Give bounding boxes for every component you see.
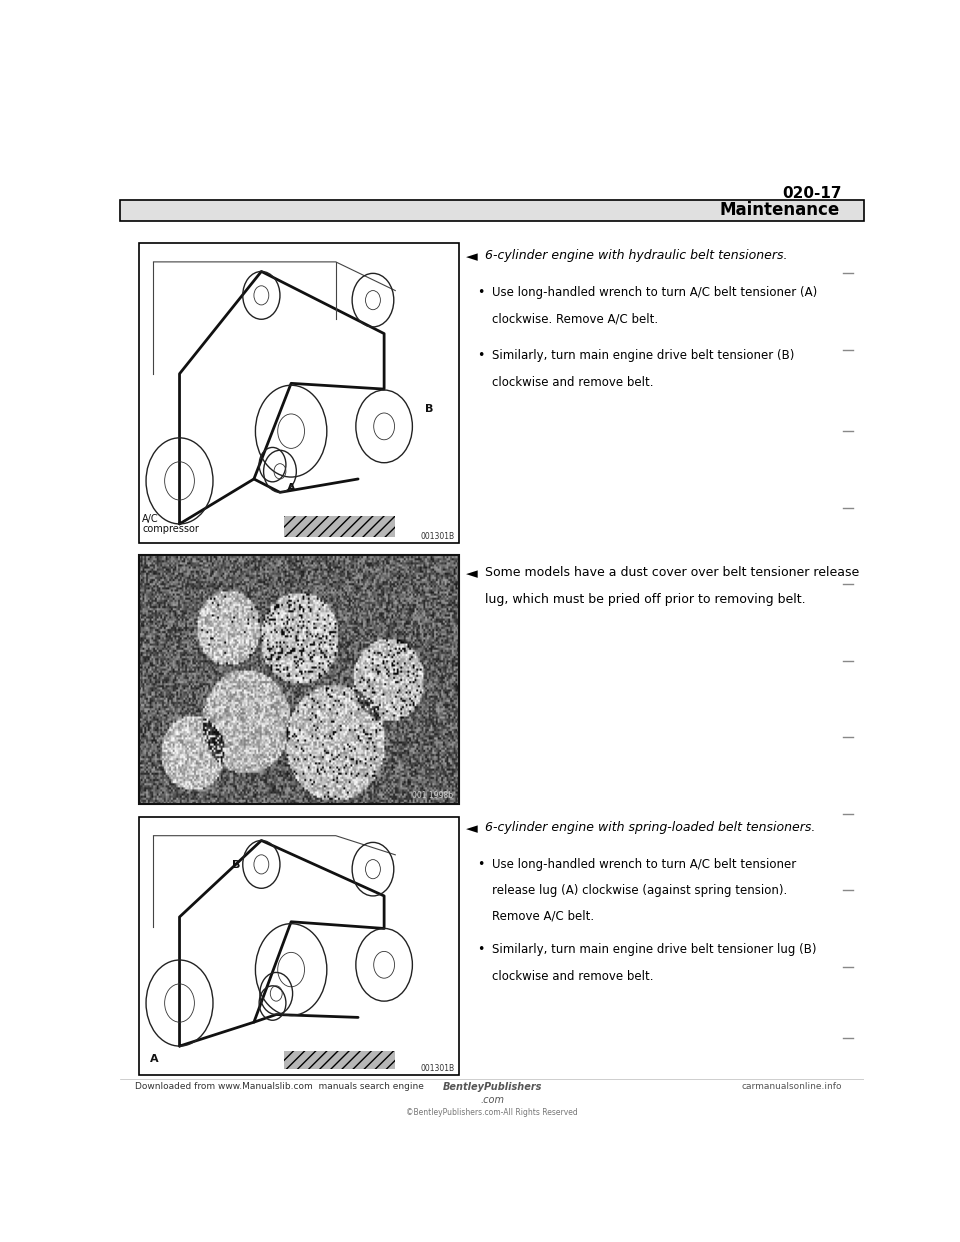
Text: compressor: compressor — [142, 524, 199, 534]
Text: •: • — [477, 349, 485, 361]
Text: Use long-handled wrench to turn A/C belt tensioner: Use long-handled wrench to turn A/C belt… — [492, 858, 796, 871]
Bar — [138, 554, 459, 804]
Text: release lug (A) clockwise (against spring tension).: release lug (A) clockwise (against sprin… — [492, 884, 787, 898]
Text: A: A — [287, 483, 296, 493]
Text: ◄: ◄ — [466, 566, 478, 581]
Text: ◄: ◄ — [466, 250, 478, 265]
Text: A: A — [150, 1053, 158, 1063]
Bar — [284, 1051, 396, 1069]
Text: Maintenance: Maintenance — [720, 201, 840, 220]
Text: 6-cylinder engine with spring-loaded belt tensioners.: 6-cylinder engine with spring-loaded bel… — [485, 821, 815, 835]
Bar — [138, 242, 459, 543]
Text: Use long-handled wrench to turn A/C belt tensioner (A): Use long-handled wrench to turn A/C belt… — [492, 286, 817, 299]
Text: .com: .com — [480, 1095, 504, 1105]
Text: •: • — [477, 943, 485, 956]
Text: B: B — [231, 859, 240, 869]
Bar — [284, 517, 396, 538]
Text: A/C: A/C — [142, 514, 159, 524]
Text: lug, which must be pried off prior to removing belt.: lug, which must be pried off prior to re… — [485, 592, 805, 606]
Text: Similarly, turn main engine drive belt tensioner lug (B): Similarly, turn main engine drive belt t… — [492, 943, 817, 956]
Bar — [120, 200, 864, 221]
Text: clockwise and remove belt.: clockwise and remove belt. — [492, 375, 654, 389]
Text: clockwise. Remove A/C belt.: clockwise. Remove A/C belt. — [492, 313, 659, 325]
Text: clockwise and remove belt.: clockwise and remove belt. — [492, 970, 654, 982]
Text: 001 1998b: 001 1998b — [412, 791, 452, 800]
Text: Remove A/C belt.: Remove A/C belt. — [492, 909, 594, 923]
Text: Similarly, turn main engine drive belt tensioner (B): Similarly, turn main engine drive belt t… — [492, 349, 794, 361]
Text: •: • — [477, 858, 485, 871]
Text: 001301B: 001301B — [420, 532, 455, 542]
Text: ©BentleyPublishers.com-All Rights Reserved: ©BentleyPublishers.com-All Rights Reserv… — [406, 1108, 578, 1118]
Bar — [138, 816, 459, 1074]
Text: BentleyPublishers: BentleyPublishers — [443, 1083, 541, 1093]
Text: 020-17: 020-17 — [782, 186, 842, 201]
Text: 001301B: 001301B — [420, 1064, 455, 1073]
Text: B: B — [425, 405, 433, 415]
Text: carmanualsonline.info: carmanualsonline.info — [741, 1083, 842, 1092]
Text: 6-cylinder engine with hydraulic belt tensioners.: 6-cylinder engine with hydraulic belt te… — [485, 250, 787, 262]
Text: Downloaded from www.Manualslib.com  manuals search engine: Downloaded from www.Manualslib.com manua… — [134, 1083, 423, 1092]
Text: •: • — [477, 286, 485, 299]
Text: ◄: ◄ — [466, 821, 478, 836]
Text: Some models have a dust cover over belt tensioner release: Some models have a dust cover over belt … — [485, 566, 859, 579]
